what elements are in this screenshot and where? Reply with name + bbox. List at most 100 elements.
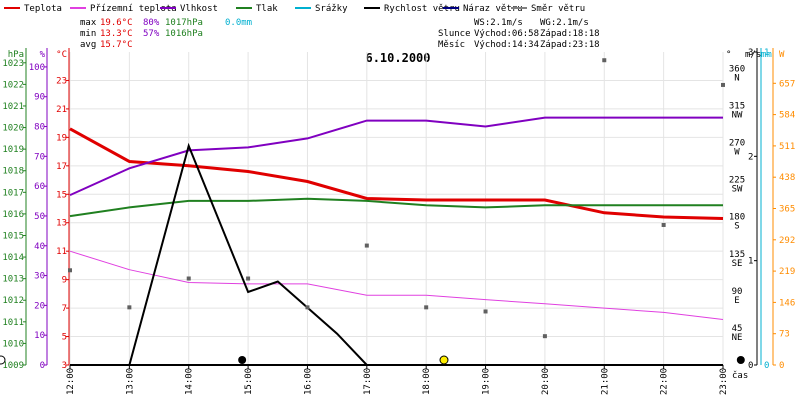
press-axis-tick-label: 1018 bbox=[2, 167, 24, 177]
stat-max-hum: 80% bbox=[143, 18, 160, 28]
temp-axis-tick-label: 7 bbox=[62, 304, 67, 314]
sun-set: Západ:18:18 bbox=[540, 29, 600, 39]
direction-point-8 bbox=[542, 334, 547, 339]
rain-tick-label: 1 bbox=[764, 48, 769, 58]
direction-point-10 bbox=[661, 222, 666, 227]
stat-avg-label: avg bbox=[80, 40, 96, 50]
press-axis-tick-label: 1011 bbox=[2, 318, 24, 328]
stat-min-label: min bbox=[80, 29, 96, 39]
press-axis-tick-label: 1013 bbox=[2, 275, 24, 285]
hum-axis-tick-label: 10 bbox=[34, 331, 45, 341]
stat-max-temp: 19.6°C bbox=[100, 18, 133, 28]
hum-axis-tick-label: 90 bbox=[34, 93, 45, 103]
moon-set: Západ:23:18 bbox=[540, 40, 600, 50]
direction-point-0 bbox=[68, 268, 72, 273]
x-tick-label: 15:00 bbox=[244, 368, 254, 395]
x-tick-label: 17:00 bbox=[363, 368, 373, 395]
temp-axis-tick-label: 9 bbox=[62, 276, 67, 286]
x-tick-label: 20:00 bbox=[541, 368, 551, 395]
x-tick-label: 23:00 bbox=[719, 368, 729, 395]
press-axis-tick-label: 1022 bbox=[2, 80, 24, 90]
direction-point-6 bbox=[424, 305, 429, 310]
x-tick-label: 22:00 bbox=[660, 368, 670, 395]
legend-label-4: Srážky bbox=[315, 4, 348, 14]
series-line-0 bbox=[69, 127, 724, 220]
solar-tick-label: 73 bbox=[779, 330, 790, 340]
temp-axis-tick-label: 5 bbox=[62, 333, 67, 343]
direction-point-1 bbox=[127, 305, 132, 310]
hum-axis-tick-label: 0 bbox=[40, 361, 45, 371]
dir-tick-label: 90 bbox=[732, 287, 743, 297]
rain-axis-label: mm bbox=[761, 50, 772, 60]
dir-compass-label: SW bbox=[732, 185, 743, 195]
legend-label-3: Tlak bbox=[256, 4, 278, 14]
stat-min-hum: 57% bbox=[143, 29, 160, 39]
legend-label-6: Náraz větru bbox=[463, 4, 523, 14]
hum-axis-tick-label: 40 bbox=[34, 242, 45, 252]
temp-axis-label: °C bbox=[56, 50, 67, 60]
dir-tick-label: 135 bbox=[729, 250, 745, 260]
moon-set-marker bbox=[736, 356, 745, 364]
direction-point-9 bbox=[602, 58, 607, 63]
temp-axis-tick-label: 11 bbox=[56, 247, 67, 257]
dir-compass-label: S bbox=[734, 222, 739, 232]
press-axis-tick-label: 1019 bbox=[2, 145, 24, 155]
press-axis-label: hPa bbox=[8, 50, 24, 60]
dir-tick-label: 270 bbox=[729, 139, 745, 149]
x-tick-label: 14:00 bbox=[185, 368, 195, 395]
legend-label-1: Přízemní teplota bbox=[90, 4, 177, 14]
direction-point-2 bbox=[186, 276, 191, 281]
wind-tick-label: 1 bbox=[748, 257, 753, 267]
x-axis-label: čas bbox=[732, 370, 748, 381]
dir-compass-label: N bbox=[734, 73, 739, 83]
legend-label-0: Teplota bbox=[24, 4, 62, 14]
temp-axis-tick-label: 19 bbox=[56, 133, 67, 143]
press-axis-tick-label: 1021 bbox=[2, 102, 24, 112]
temp-axis-tick-label: 13 bbox=[56, 219, 67, 229]
dir-axis-label: ° bbox=[726, 50, 731, 60]
solar-tick-label: 219 bbox=[779, 267, 795, 277]
x-tick-label: 13:00 bbox=[125, 368, 135, 395]
direction-point-4 bbox=[305, 305, 310, 310]
solar-tick-label: 365 bbox=[779, 205, 795, 215]
solar-tick-label: 511 bbox=[779, 142, 795, 152]
wind-gust-info: WG:2.1m/s bbox=[540, 18, 589, 28]
press-axis-tick-label: 1017 bbox=[2, 188, 24, 198]
stat-min-temp: 13.3°C bbox=[100, 29, 133, 39]
temp-axis-tick-label: 17 bbox=[56, 162, 67, 172]
x-tick-label: 21:00 bbox=[600, 368, 610, 395]
x-tick-label: 18:00 bbox=[422, 368, 432, 395]
stat-avg-temp: 15.7°C bbox=[100, 40, 133, 50]
x-tick-label: 16:00 bbox=[303, 368, 313, 395]
wind-tick-label: 2 bbox=[748, 152, 753, 162]
press-axis-tick-label: 1023 bbox=[2, 59, 24, 69]
sun-label: Slunce bbox=[438, 29, 471, 39]
hum-axis-tick-label: 60 bbox=[34, 182, 45, 192]
moon-rise-marker bbox=[238, 356, 247, 364]
temp-axis-tick-label: 21 bbox=[56, 105, 67, 115]
x-tick-label: 19:00 bbox=[482, 368, 492, 395]
solar-axis-label: W bbox=[779, 50, 785, 60]
direction-point-5 bbox=[364, 243, 369, 248]
press-axis-tick-label: 1014 bbox=[2, 253, 24, 263]
legend-label-2: Vlhkost bbox=[180, 4, 218, 14]
direction-point-7 bbox=[483, 309, 488, 314]
press-axis-tick-label: 1015 bbox=[2, 231, 24, 241]
solar-tick-label: 657 bbox=[779, 79, 795, 89]
dir-tick-label: 360 bbox=[729, 64, 745, 74]
hum-axis-label: % bbox=[40, 50, 46, 60]
solar-tick-label: 292 bbox=[779, 236, 795, 246]
temp-axis-tick-label: 23 bbox=[56, 76, 67, 86]
press-axis-tick-label: 1012 bbox=[2, 296, 24, 306]
sun-moon-info: WS:2.1m/s WG:2.1m/s Slunce Východ:06:58 … bbox=[438, 18, 600, 50]
direction-point-11 bbox=[721, 82, 725, 87]
series-line-2 bbox=[69, 116, 723, 197]
solar-tick-label: 584 bbox=[779, 111, 795, 121]
moon-marker-left bbox=[0, 355, 6, 365]
direction-point-3 bbox=[246, 276, 251, 281]
series bbox=[68, 58, 725, 366]
legend-label-5: Rychlost větru bbox=[384, 4, 460, 14]
hum-axis-tick-label: 30 bbox=[34, 272, 45, 282]
dir-compass-label: SE bbox=[732, 259, 743, 269]
